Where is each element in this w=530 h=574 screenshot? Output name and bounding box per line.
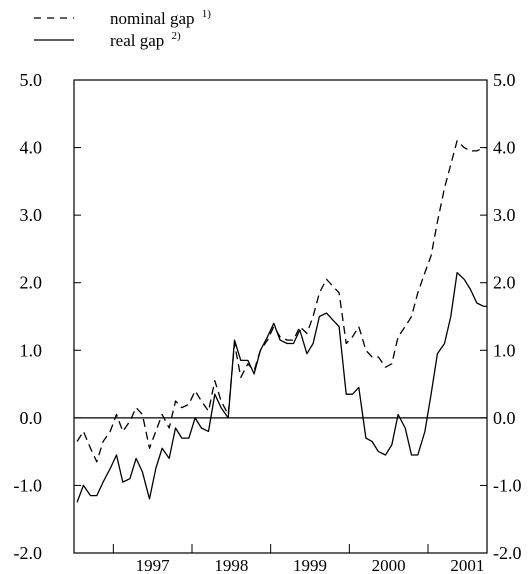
y-right-tick-label: 2.0 <box>493 273 516 293</box>
y-right-tick-label: -1.0 <box>493 475 522 495</box>
series-line-real-gap <box>76 271 487 503</box>
y-left-tick-label: 0.0 <box>20 408 43 428</box>
y-right-tick-label: 1.0 <box>493 340 516 360</box>
x-tick-label: 1998 <box>214 556 248 574</box>
y-right-tick-label: -2.0 <box>493 543 522 563</box>
y-right-tick-label: 4.0 <box>493 138 516 158</box>
axes <box>73 79 488 554</box>
legend-label-real-gap-text: real gap <box>110 31 164 50</box>
y-right-tick-label: 0.0 <box>493 408 516 428</box>
y-axis-left: 5.0 4.0 3.0 2.0 1.0 0.0 -1.0 -2.0 <box>14 70 81 563</box>
y-left-tick-label: -2.0 <box>14 543 43 563</box>
legend-label-nominal-gap: nominal gap 1) <box>110 8 211 28</box>
plot-frame <box>73 79 488 554</box>
legend-label-real-gap-sup: 2) <box>172 30 182 42</box>
x-tick-label: 1999 <box>293 556 327 574</box>
legend-label-real-gap: real gap 2) <box>110 30 181 50</box>
x-tick-label: 2001 <box>450 556 484 574</box>
x-tick-label: 1997 <box>136 556 171 574</box>
y-right-tick-label: 5.0 <box>493 70 516 90</box>
y-left-tick-label: 2.0 <box>20 273 43 293</box>
y-right-tick-label: 3.0 <box>493 205 516 225</box>
x-axis: 1997 1998 1999 2000 2001 <box>112 544 484 574</box>
y-left-tick-label: 1.0 <box>20 340 43 360</box>
series-line-nominal-gap <box>76 140 487 463</box>
legend-label-nominal-gap-text: nominal gap <box>110 9 195 28</box>
y-left-tick-label: 3.0 <box>20 205 43 225</box>
series-layer <box>76 140 487 503</box>
legend-label-nominal-gap-sup: 1) <box>202 8 212 20</box>
y-left-tick-label: -1.0 <box>14 475 43 495</box>
legend: nominal gap 1) real gap 2) <box>34 8 211 50</box>
y-left-tick-label: 5.0 <box>20 70 43 90</box>
y-left-tick-label: 4.0 <box>20 138 43 158</box>
x-tick-label: 2000 <box>372 556 406 574</box>
y-axis-right: 5.0 4.0 3.0 2.0 1.0 0.0 -1.0 -2.0 <box>480 70 522 563</box>
